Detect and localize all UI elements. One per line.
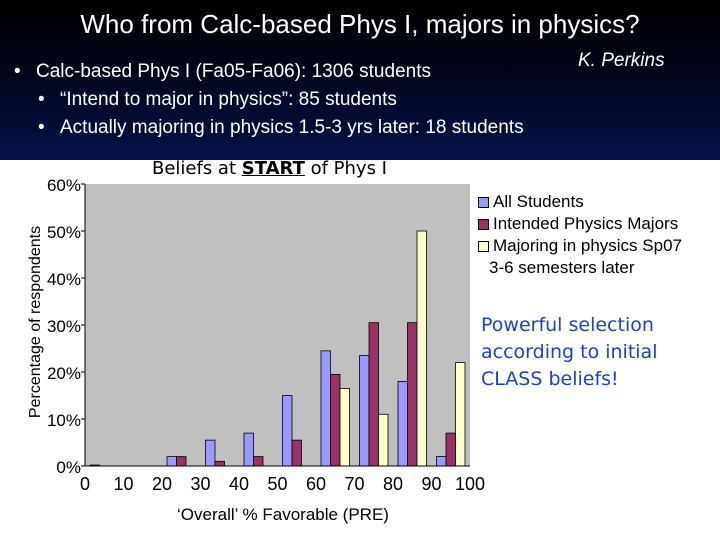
chart-title: Beliefs at START of Phys I: [152, 158, 387, 179]
bar: [253, 456, 264, 467]
bar: [368, 322, 379, 467]
bar: [455, 362, 466, 467]
legend-note: 3-6 semesters later: [489, 258, 635, 277]
bullet-item: • Calc-based Phys I (Fa05-Fa06): 1306 stu…: [14, 60, 431, 84]
bar: [214, 460, 225, 467]
y-tick-label: 60%: [47, 176, 81, 195]
bar: [291, 439, 302, 467]
bar: [339, 388, 350, 467]
bar: [378, 413, 389, 467]
chart-title-pre: Beliefs at: [152, 158, 242, 179]
bar: [416, 230, 427, 467]
bullet-item: • “Intend to major in physics”: 85 studen…: [38, 88, 397, 112]
bar: [359, 355, 370, 467]
bar: [282, 395, 293, 467]
bar: [176, 456, 187, 467]
bullet-text: Calc-based Phys I (Fa05-Fa06): 1306 stud…: [36, 61, 431, 82]
bar: [407, 322, 418, 467]
slide-title: Who from Calc-based Phys I, majors in ph…: [80, 9, 640, 39]
bar: [397, 380, 408, 467]
author-name: K. Perkins: [578, 50, 665, 71]
bar: [166, 456, 177, 467]
x-tick-label: 60: [306, 474, 326, 494]
bullet-item: • Actually majoring in physics 1.5-3 yrs …: [38, 116, 524, 140]
x-tick-label: 100: [455, 474, 485, 494]
bar: [436, 456, 447, 467]
x-tick-label: 70: [344, 474, 364, 494]
y-axis-label: Percentage of respondents: [27, 226, 44, 418]
legend-item-majoring: Majoring in physics Sp07: [477, 235, 682, 257]
y-tick-label: 0%: [56, 458, 81, 477]
callout-text: Powerful selection according to initial …: [481, 314, 658, 390]
bullet-dot-icon: •: [38, 117, 45, 138]
legend-swatch: [478, 197, 489, 208]
x-tick-label: 90: [421, 474, 441, 494]
bar: [320, 350, 331, 467]
x-axis-label: ‘Overall’ % Favorable (PRE): [177, 505, 389, 524]
y-tick-label: 10%: [47, 411, 81, 430]
bullet-text: Actually majoring in physics 1.5-3 yrs l…: [60, 117, 524, 138]
x-tick-label: 0: [80, 474, 90, 494]
legend-label: All Students: [493, 192, 584, 211]
chart-title-post: of Phys I: [304, 158, 387, 179]
bar: [330, 373, 341, 467]
chart-legend: All Students Intended Physics Majors Maj…: [477, 191, 682, 279]
bullet-dot-icon: •: [38, 89, 45, 110]
bar: [445, 432, 456, 467]
y-tick-label: 30%: [47, 317, 81, 336]
y-tick-label: 50%: [47, 223, 81, 242]
legend-label: Majoring in physics Sp07: [493, 236, 682, 255]
x-tick-label: 40: [229, 474, 249, 494]
chart-title-strong: START: [241, 158, 305, 179]
y-tick-label: 40%: [47, 270, 81, 289]
legend-swatch: [478, 241, 489, 252]
x-tick-label: 80: [383, 474, 403, 494]
bullet-dot-icon: •: [14, 61, 21, 82]
slide-header: [0, 0, 720, 160]
bar: [243, 432, 254, 467]
legend-swatch: [478, 219, 489, 230]
legend-item-all-students: All Students: [477, 191, 682, 213]
bar: [205, 439, 216, 467]
bullet-text: “Intend to major in physics”: 85 student…: [60, 89, 397, 110]
x-tick-label: 30: [190, 474, 210, 494]
y-tick-label: 20%: [47, 364, 81, 383]
x-tick-label: 10: [113, 474, 133, 494]
legend-label: Intended Physics Majors: [493, 214, 679, 233]
x-tick-label: 50: [267, 474, 287, 494]
x-tick-label: 20: [152, 474, 172, 494]
legend-item-intended-majors: Intended Physics Majors: [477, 213, 682, 235]
